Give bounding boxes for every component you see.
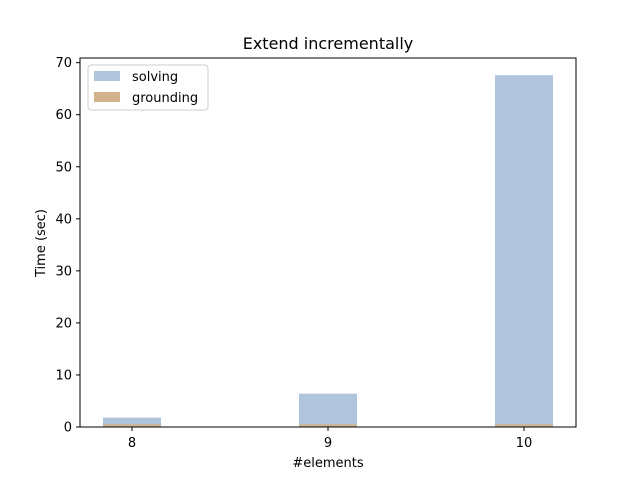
y-tick-label-0: 0 [64, 421, 72, 436]
legend: solving grounding [87, 64, 209, 111]
y-tick-label-50: 50 [55, 160, 72, 175]
y-tick-label-10: 10 [55, 368, 72, 383]
x-axis-label: #elements [292, 456, 363, 471]
legend-swatch-grounding [94, 92, 120, 102]
x-tick-label-10: 10 [516, 436, 533, 451]
legend-swatch-solving [94, 71, 120, 81]
legend-label-grounding: grounding [132, 91, 198, 106]
y-tick-label-30: 30 [55, 264, 72, 279]
y-tick-label-20: 20 [55, 316, 72, 331]
bar-solving-8 [103, 417, 161, 427]
bar-solving-9 [299, 393, 357, 427]
y-axis-label: Time (sec) [34, 209, 49, 278]
axes-group: 0 10 20 30 40 50 60 70 8 9 10 [55, 56, 577, 451]
bar-grounding-8 [103, 424, 161, 427]
y-tick-label-40: 40 [55, 212, 72, 227]
chart-title: Extend incrementally [243, 34, 414, 53]
legend-label-solving: solving [132, 70, 178, 85]
bar-grounding-10 [495, 424, 553, 427]
y-tick-label-70: 70 [55, 56, 72, 71]
bar-grounding-9 [299, 424, 357, 427]
y-tick-label-60: 60 [55, 108, 72, 123]
bars-group [103, 75, 553, 427]
x-tick-label-9: 9 [324, 436, 332, 451]
x-tick-label-8: 8 [128, 436, 136, 451]
bar-solving-10 [495, 75, 553, 427]
